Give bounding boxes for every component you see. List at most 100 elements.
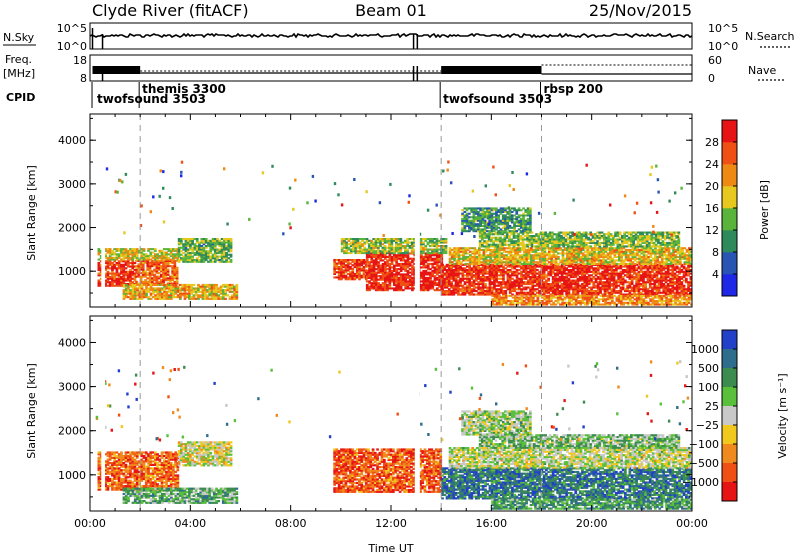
range-gate-cell <box>651 291 654 294</box>
range-gate-cell <box>413 243 416 246</box>
range-gate-cell <box>229 245 233 248</box>
range-gate-cell <box>124 248 128 251</box>
range-gate-cell <box>207 252 210 255</box>
range-gate-cell <box>568 252 571 255</box>
range-gate-cell <box>340 239 344 242</box>
range-gate-cell <box>484 277 487 280</box>
range-gate-cell <box>551 265 555 268</box>
range-gate-cell <box>502 254 506 257</box>
range-gate-cell <box>117 256 121 259</box>
range-gate-cell <box>502 286 505 289</box>
range-gate-cell <box>379 287 383 290</box>
range-gate-cell <box>612 270 616 273</box>
range-gate-cell <box>231 287 234 290</box>
range-gate-cell <box>124 249 128 252</box>
range-gate-cell <box>140 292 144 295</box>
range-gate-cell <box>574 270 578 273</box>
range-gate-cell <box>644 283 647 286</box>
range-gate-cell <box>374 276 378 279</box>
range-gate-cell <box>131 251 135 254</box>
range-gate-cell <box>431 271 435 274</box>
range-gate-cell <box>461 263 465 266</box>
range-gate-cell <box>554 267 557 270</box>
range-gate-cell <box>386 273 389 276</box>
range-gate-cell <box>426 287 430 290</box>
range-gate-cell <box>406 255 410 258</box>
range-gate-cell <box>613 247 617 250</box>
range-gate-cell <box>115 263 119 266</box>
range-gate-cell <box>572 265 575 268</box>
range-gate-cell <box>441 284 444 287</box>
range-gate-cell <box>377 255 380 258</box>
range-gate-cell <box>604 250 608 253</box>
range-gate-cell <box>527 281 530 284</box>
range-gate-cell <box>635 279 638 282</box>
range-gate-cell <box>633 259 637 262</box>
range-gate-cell <box>595 255 599 258</box>
range-gate-cell <box>464 255 468 258</box>
range-gate-cell <box>603 281 607 284</box>
range-gate-cell <box>542 281 546 284</box>
range-gate-cell <box>466 248 470 251</box>
range-gate-cell <box>522 269 526 272</box>
range-gate-cell <box>669 265 672 268</box>
range-gate-cell <box>637 276 641 279</box>
range-gate-cell <box>154 253 157 256</box>
range-gate-cell <box>577 254 581 257</box>
range-gate-cell <box>563 272 566 275</box>
range-gate-cell <box>554 284 557 287</box>
range-gate-cell <box>229 238 233 241</box>
range-gate-cell <box>129 262 132 265</box>
range-gate-cell <box>657 267 661 270</box>
range-gate-cell <box>479 286 483 289</box>
range-gate-cell <box>144 273 147 276</box>
range-gate-cell <box>574 286 578 289</box>
range-gate-cell <box>172 248 175 251</box>
range-gate-cell <box>368 285 371 288</box>
range-gate-cell <box>543 257 547 260</box>
range-gate-cell <box>429 259 432 262</box>
range-gate-cell <box>141 270 145 273</box>
range-gate-cell <box>644 272 647 275</box>
range-gate-cell <box>173 277 177 280</box>
range-gate-cell <box>397 268 401 271</box>
range-gate-cell <box>435 254 439 257</box>
range-gate-cell <box>493 286 496 289</box>
range-gate-cell <box>575 259 578 262</box>
range-gate-cell <box>151 251 155 254</box>
range-gate-cell <box>174 287 178 290</box>
range-gate-cell <box>206 297 209 300</box>
range-gate-cell <box>606 252 610 255</box>
range-gate-cell <box>673 265 677 268</box>
range-gate-cell <box>637 290 641 293</box>
range-gate-cell <box>188 297 191 300</box>
range-gate-cell <box>615 265 618 268</box>
range-gate-cell <box>651 279 654 282</box>
range-gate-cell <box>213 260 217 263</box>
range-gate-cell <box>442 246 446 249</box>
range-gate-cell <box>464 252 468 255</box>
range-gate-cell <box>174 248 177 251</box>
range-gate-cell <box>381 268 385 271</box>
range-gate-cell <box>452 291 456 294</box>
range-gate-cell <box>554 259 558 262</box>
range-gate-cell <box>603 267 607 270</box>
range-gate-cell <box>422 259 426 262</box>
range-gate-cell <box>685 254 689 257</box>
range-gate-cell <box>590 255 594 258</box>
range-gate-cell <box>488 263 492 266</box>
range-gate-cell <box>392 250 396 253</box>
range-gate-cell <box>377 285 380 288</box>
range-gate-cell <box>542 272 546 275</box>
range-gate-cell <box>368 276 371 279</box>
range-gate-cell <box>397 264 401 267</box>
range-gate-cell <box>514 262 517 265</box>
range-gate-cell <box>612 277 616 280</box>
range-gate-cell <box>194 289 198 292</box>
range-gate-cell <box>508 283 512 286</box>
range-gate-cell <box>361 243 364 246</box>
range-gate-cell <box>420 289 423 292</box>
range-gate-cell <box>173 268 177 271</box>
range-gate-cell <box>182 255 185 258</box>
range-gate-cell <box>402 280 405 283</box>
